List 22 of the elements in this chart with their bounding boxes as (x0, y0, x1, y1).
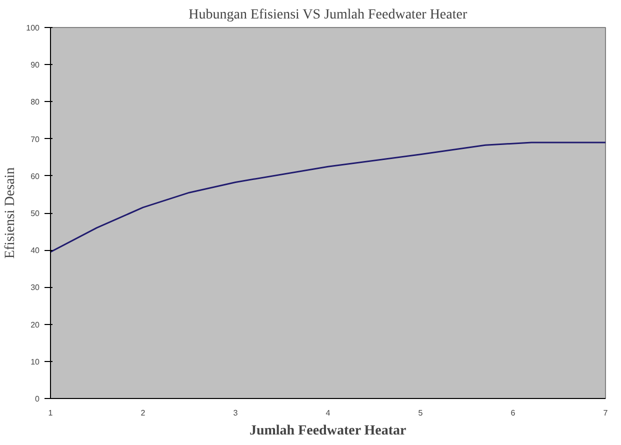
y-tick-label: 40 (30, 246, 40, 256)
y-axis-title: Efisiensi Desain (3, 167, 18, 259)
x-tick-label: 4 (326, 408, 331, 418)
y-tick-label: 80 (30, 98, 40, 107)
x-tick-label: 2 (140, 408, 146, 418)
y-tick-label: 50 (30, 209, 40, 218)
x-tick-label: 3 (233, 408, 238, 418)
y-tick-label: 0 (35, 394, 40, 404)
x-tick-label: 5 (418, 408, 424, 418)
y-tick-label: 100 (26, 24, 40, 32)
x-axis-title: Jumlah Feedwater Heatar (249, 424, 406, 438)
y-tick-label: 10 (30, 357, 40, 366)
y-tick-label: 70 (30, 134, 40, 144)
y-tick-label: 90 (30, 60, 40, 70)
line-series (50, 142, 606, 253)
chart-title: Hubungan Efisiensi VS Jumlah Feedwater Heater (188, 8, 468, 22)
x-tick-label: 6 (510, 408, 516, 418)
x-tick-label: 7 (603, 408, 608, 418)
y-tick-label: 60 (30, 172, 40, 181)
x-tick-label: 1 (48, 408, 54, 418)
y-tick-label: 30 (30, 283, 40, 292)
y-tick-label: 20 (30, 320, 40, 330)
